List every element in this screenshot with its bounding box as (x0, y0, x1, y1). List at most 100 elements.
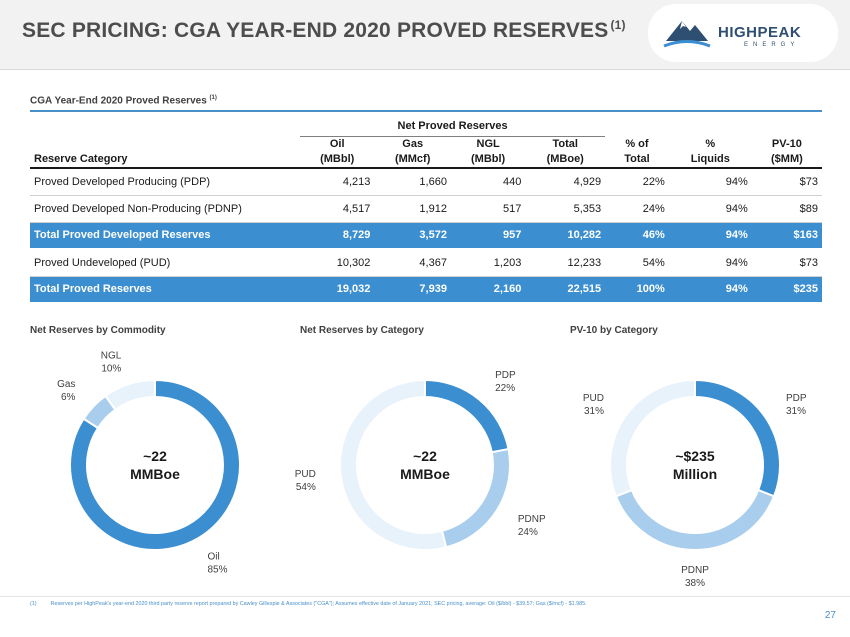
cell-pv10: $73 (751, 168, 822, 196)
cell-gas: 7,939 (374, 276, 451, 304)
slice-label: Gas (57, 379, 75, 390)
footer-divider (0, 596, 850, 597)
cell-pct-total: 46% (605, 222, 669, 250)
cell-pv10: $235 (751, 276, 822, 304)
cell-gas: 4,367 (374, 249, 451, 277)
table-row: Proved Developed Non-Producing (PDNP) 4,… (30, 195, 822, 223)
slice-label: PUD (295, 469, 316, 480)
page-number: 27 (824, 610, 836, 621)
donut-center-unit: Million (673, 466, 717, 482)
section-title: CGA Year-End 2020 Proved Reserves (1) (30, 95, 217, 107)
donut-center-value: ~$235 (675, 448, 715, 464)
cell-total: 12,233 (525, 249, 606, 277)
cell-category: Proved Undeveloped (PUD) (30, 249, 300, 277)
cell-oil: 10,302 (300, 249, 375, 277)
cell-pv10: $89 (751, 195, 822, 223)
column-header: % Liquids (668, 136, 752, 169)
column-header: Reserve Category (30, 136, 300, 169)
cell-category: Total Proved Reserves (30, 276, 300, 304)
slice-percent-label: 22% (495, 383, 515, 394)
donut-center-unit: MMBoe (400, 466, 450, 482)
cell-pct-total: 24% (605, 195, 669, 223)
cell-ngl: 957 (450, 222, 526, 250)
section-divider (30, 110, 822, 112)
page-title: SEC PRICING: CGA YEAR-END 2020 PROVED RE… (22, 18, 626, 42)
mountain-peak-icon (663, 21, 711, 48)
header-bar: SEC PRICING: CGA YEAR-END 2020 PROVED RE… (0, 0, 850, 70)
donut-center-value: ~22 (413, 448, 437, 464)
column-header: PV-10 ($MM) (751, 136, 822, 169)
table-row: Proved Undeveloped (PUD) 10,302 4,367 1,… (30, 249, 822, 277)
donut-chart-category: PDP 22% PDNP 24% PUD 54% ~22 MMBoe (295, 370, 546, 551)
slice-percent-label: 10% (101, 363, 121, 374)
column-header: Total (MBoe) (525, 136, 606, 169)
cell-total: 10,282 (525, 222, 606, 250)
donut-center-unit: MMBoe (130, 466, 180, 482)
donut-center-value: ~22 (143, 448, 167, 464)
slice-percent-label: 54% (296, 482, 316, 493)
column-header: % of Total (605, 136, 669, 169)
table-row-total: Total Proved Developed Reserves 8,729 3,… (30, 222, 822, 250)
cell-ngl: 2,160 (450, 276, 526, 304)
chart-title-commodity: Net Reserves by Commodity (30, 325, 166, 336)
cell-pct-liquids: 94% (668, 249, 752, 277)
footnote: (1) Reserves per HighPeak's year-end 2020… (30, 601, 601, 607)
cell-category: Proved Developed Non-Producing (PDNP) (30, 195, 300, 223)
cell-pv10: $73 (751, 249, 822, 277)
cell-total: 5,353 (525, 195, 606, 223)
cell-gas: 1,660 (374, 168, 451, 196)
donut-slice-oil (69, 378, 241, 551)
cell-oil: 8,729 (300, 222, 375, 250)
slice-label: Oil (208, 552, 220, 563)
donut-slice-pdnp (440, 447, 511, 549)
cell-pct-liquids: 94% (668, 168, 752, 196)
donut-chart-pv10: PDP 31% PDNP 38% PUD 31% ~$235 Million (583, 378, 807, 589)
cell-gas: 3,572 (374, 222, 451, 250)
cell-category: Total Proved Developed Reserves (30, 222, 300, 250)
cell-pct-liquids: 94% (668, 195, 752, 223)
donut-slice-pdnp (614, 488, 776, 551)
column-header: Gas (MMcf) (374, 136, 451, 169)
slice-label: PUD (583, 393, 604, 404)
cell-ngl: 1,203 (450, 249, 526, 277)
table-row-total: Total Proved Reserves 19,032 7,939 2,160… (30, 276, 822, 304)
table-header-row: Reserve Category Oil (MBbl) Gas (MMcf) NGL… (30, 136, 822, 169)
chart-title-category: Net Reserves by Category (300, 325, 424, 336)
cell-ngl: 517 (450, 195, 526, 223)
cell-oil: 4,517 (300, 195, 375, 223)
cell-pct-liquids: 94% (668, 276, 752, 304)
slice-label: PDP (495, 370, 516, 381)
footnote-text: Reserves per HighPeak's year-end 2020 th… (50, 601, 587, 607)
slice-label: PDNP (681, 565, 709, 576)
donut-chart-commodity: Oil 85% Gas 6% NGL 10% ~22 MMBoe (57, 350, 241, 576)
logo-subtitle: ENERGY (744, 42, 800, 48)
table-row: Proved Developed Producing (PDP) 4,213 1… (30, 168, 822, 196)
cell-gas: 1,912 (374, 195, 451, 223)
cell-ngl: 440 (450, 168, 526, 196)
footnote-marker: (1) (30, 601, 37, 607)
cell-oil: 4,213 (300, 168, 375, 196)
cell-category: Proved Developed Producing (PDP) (30, 168, 300, 196)
reserves-table: Net Proved Reserves Reserve Category Oil… (30, 116, 822, 304)
slice-percent-label: 31% (786, 406, 806, 417)
donut-slice-pud (339, 378, 448, 551)
group-header-net-proved: Net Proved Reserves (300, 116, 606, 137)
slice-label: PDNP (518, 514, 546, 525)
cell-total: 22,515 (525, 276, 606, 304)
cell-oil: 19,032 (300, 276, 375, 304)
logo-name: HIGHPEAK (718, 24, 802, 41)
cell-pct-liquids: 94% (668, 222, 752, 250)
cell-total: 4,929 (525, 168, 606, 196)
donut-slice-ngl (104, 378, 156, 412)
logo (648, 4, 838, 62)
slice-percent-label: 6% (61, 392, 76, 403)
chart-title-pv10: PV-10 by Category (570, 325, 658, 336)
table-group-header-row: Net Proved Reserves (30, 116, 822, 137)
slice-label: NGL (101, 350, 122, 361)
slice-percent-label: 24% (518, 527, 538, 538)
slice-percent-label: 38% (685, 578, 705, 589)
slice-percent-label: 31% (584, 406, 604, 417)
cell-pv10: $163 (751, 222, 822, 250)
slice-label: PDP (786, 393, 807, 404)
cell-pct-total: 22% (605, 168, 669, 196)
